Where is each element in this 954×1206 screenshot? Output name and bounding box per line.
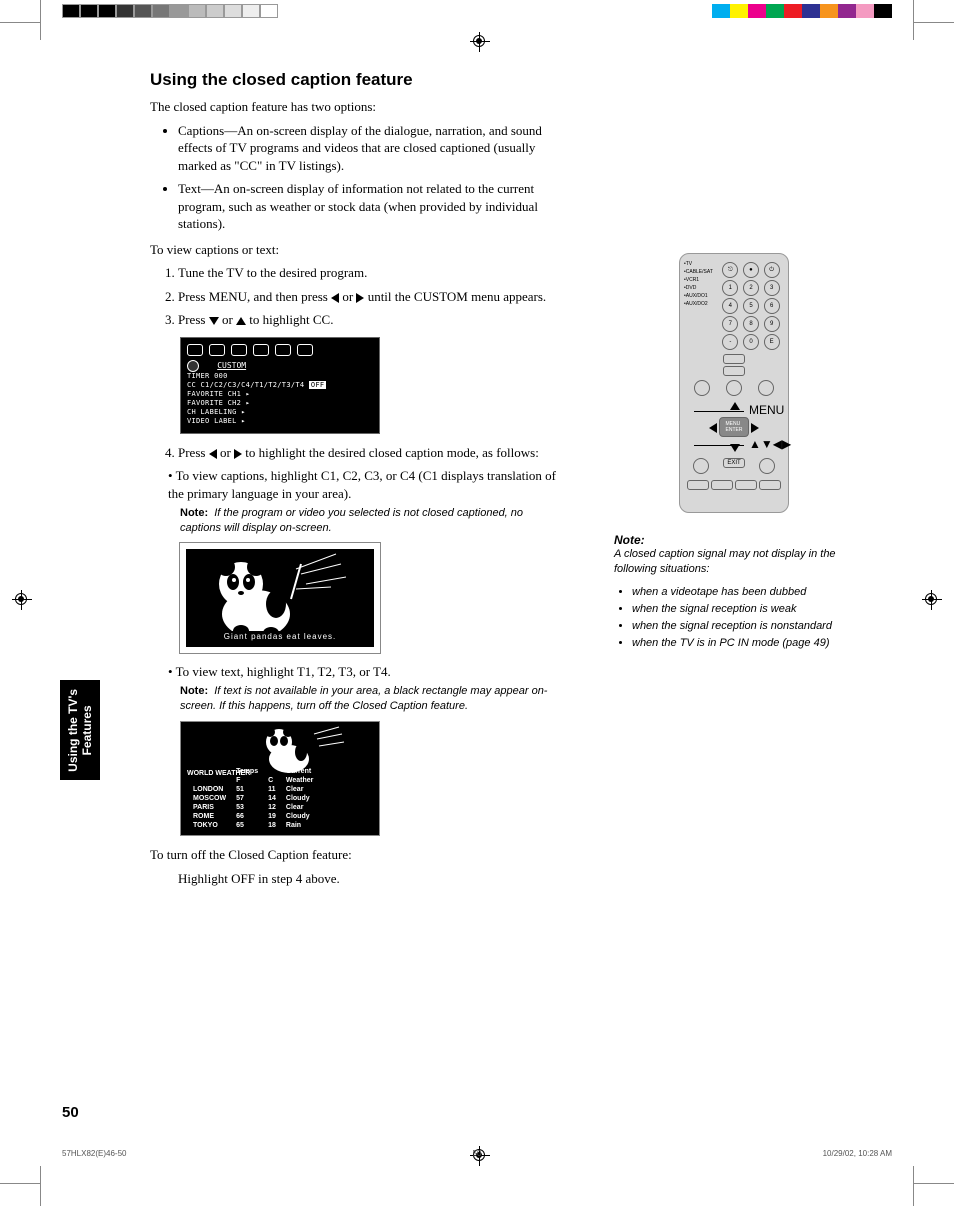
- crop-mark: [914, 22, 954, 23]
- sub-bullet: • To view captions, highlight C1, C2, C3…: [168, 467, 560, 502]
- page-number: 50: [62, 1104, 79, 1121]
- callout-line: [694, 445, 744, 446]
- text-example-image: WORLD WEATHER TempsCurrent FCWeather LON…: [180, 721, 380, 836]
- note-list-item: when the signal reception is weak: [632, 603, 854, 615]
- note-list-item: when the signal reception is nonstandard: [632, 620, 854, 632]
- crop-mark: [0, 22, 40, 23]
- crop-mark: [40, 0, 41, 40]
- page-heading: Using the closed caption feature: [150, 70, 854, 90]
- arrows-label: ▲▼◀▶: [749, 437, 791, 451]
- osd-menu-screenshot: CUSTOM TIMER 000 CC C1/C2/C3/C4/T1/T2/T3…: [180, 337, 380, 434]
- crop-mark: [40, 1166, 41, 1206]
- step-item: Press or to highlight the desired closed…: [178, 444, 560, 462]
- note-list: when a videotape has been dubbed when th…: [632, 586, 854, 649]
- crop-mark: [0, 1183, 40, 1184]
- options-list: Captions—An on-screen display of the dia…: [178, 122, 560, 233]
- callout-line: [694, 411, 744, 412]
- note-block: Note: If text is not available in your a…: [180, 684, 560, 713]
- chapter-tab: Using the TV'sFeatures: [60, 680, 100, 780]
- down-arrow-icon: [209, 317, 219, 325]
- caption-sample-text: Giant pandas eat leaves.: [196, 632, 364, 641]
- note-list-item: when a videotape has been dubbed: [632, 586, 854, 598]
- step-item: Press or to highlight CC.: [178, 311, 560, 329]
- note-list-item: when the TV is in PC IN mode (page 49): [632, 637, 854, 649]
- list-item: Captions—An on-screen display of the dia…: [178, 122, 560, 175]
- note-title: Note:: [614, 533, 854, 547]
- remote-illustration: •TV•CABLE/SAT •VCR1•DVD •AUX/DO1•AUX/DO2…: [679, 253, 789, 513]
- registration-mark-left: [12, 590, 32, 610]
- list-item: Text—An on-screen display of information…: [178, 180, 560, 233]
- turnoff-step: Highlight OFF in step 4 above.: [178, 870, 560, 888]
- left-arrow-icon: [331, 293, 339, 303]
- sub-bullet: • To view text, highlight T1, T2, T3, or…: [168, 663, 560, 681]
- color-bar-right: [712, 4, 892, 18]
- registration-mark-top: [470, 32, 490, 52]
- intro-text: The closed caption feature has two optio…: [150, 98, 560, 116]
- caption-example-image: Giant pandas eat leaves.: [180, 543, 380, 653]
- turnoff-text: To turn off the Closed Caption feature:: [150, 846, 560, 864]
- step-item: Tune the TV to the desired program.: [178, 264, 560, 282]
- footer-right: 10/29/02, 10:28 AM: [823, 1149, 892, 1158]
- up-arrow-icon: [236, 317, 246, 325]
- left-arrow-icon: [209, 449, 217, 459]
- menu-label: MENU: [749, 403, 784, 417]
- crop-mark: [913, 0, 914, 40]
- footer-left: 57HLX82(E)46-50: [62, 1149, 126, 1158]
- right-arrow-icon: [234, 449, 242, 459]
- weather-table: TempsCurrent FCWeather LONDON5111Clear M…: [187, 766, 319, 831]
- steps-intro: To view captions or text:: [150, 241, 560, 259]
- note-body: A closed caption signal may not display …: [614, 547, 854, 578]
- crop-mark: [913, 1166, 914, 1206]
- panda-illustration: [186, 549, 376, 644]
- footer-center: 50: [473, 1149, 482, 1158]
- step-item: Press MENU, and then press or until the …: [178, 288, 560, 306]
- registration-mark-right: [922, 590, 942, 610]
- color-bar-left: [62, 4, 278, 18]
- crop-mark: [914, 1183, 954, 1184]
- note-block: Note: If the program or video you select…: [180, 506, 560, 535]
